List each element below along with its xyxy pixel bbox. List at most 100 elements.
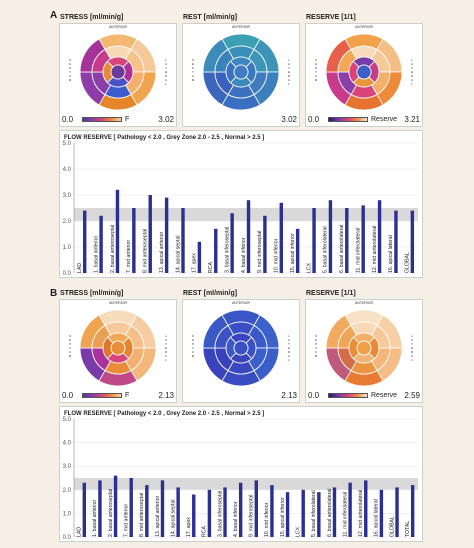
bar [98,480,102,537]
y-tick-label: 4.0 [63,441,72,447]
scale-max-value: 2.59 [404,391,420,400]
category-label: 5. basal inferolateral [323,226,329,273]
y-tick-label: 3.0 [63,193,72,199]
bar [394,210,398,273]
reserve-polar-map-b: ANTERIOR SEPTUM LATERAL 0.0 2.59 Reserve [305,299,423,403]
bar [332,487,337,537]
septum-label: SEPTUM [68,58,72,82]
rest-polar-map-b: ANTERIOR SEPTUM LATERAL 2.13 [182,299,300,403]
colorbar-label: F [125,116,130,123]
bar [82,482,86,537]
category-label: 10. mid inferior [264,502,270,537]
bar [115,189,120,273]
category-label: GLOBAL [405,252,411,273]
colorbar-label: Reserve [371,116,398,123]
bar [301,489,305,537]
chart-title-a: FLOW RESERVE [ Pathology < 2.0 , Grey Zo… [64,135,265,141]
lateral-label: LATERAL [410,334,414,362]
y-tick-label: 1.0 [63,511,72,517]
apex-segment [233,340,249,356]
category-label: 6. basal anterolateral [339,225,345,273]
scale-min-value: 0.0 [308,391,320,400]
category-label: 17. apex [186,517,192,537]
colorbar-label: Reserve [371,392,398,399]
bar [285,492,290,537]
scale-min-value: 0.0 [62,391,74,400]
bar [410,485,415,537]
flow-reserve-chart-a: FLOW RESERVE [ Pathology < 2.0 , Grey Zo… [59,130,423,278]
bar [238,482,243,537]
bullseye-plot [325,33,403,111]
scale-max-value: 2.13 [281,391,297,400]
bar [377,200,382,273]
category-label: 11. mid inferolateral [355,228,361,273]
colorbar [328,393,368,398]
septum-label: SEPTUM [191,58,195,82]
bar [317,492,321,537]
category-label: 7. mid anterior [126,240,132,273]
bar [379,489,384,537]
category-label: 12. mid anterolateral [372,226,378,273]
scale-min-value: 0.0 [308,115,320,124]
stress-title-a: STRESS [ml/min/g] [60,14,124,21]
bullseye-plot [202,33,280,111]
category-label: 9. mid inferoseptal [249,495,255,537]
apex-segment [110,64,126,80]
y-tick-label: 5.0 [63,141,72,147]
apex-segment [110,340,126,356]
category-label: LAD [77,527,83,537]
category-label: 4. basal inferior [241,237,247,273]
reserve-title-a: RESERVE [1/1] [306,14,356,21]
colorbar-label: F [125,392,130,399]
panel-letter-a: A [50,10,58,21]
bar [410,210,415,273]
septum-label: SEPTUM [191,334,195,358]
bar [254,480,258,537]
category-label: 5. basal inferolateral [311,490,317,537]
bullseye-plot [325,309,403,387]
category-label: 6. basal anterolateral [327,489,333,537]
y-tick-label: 3.0 [63,464,72,470]
bar [176,487,180,537]
rest-title-a: REST [ml/min/g] [183,14,238,21]
lateral-label: LATERAL [164,334,168,362]
lateral-label: LATERAL [164,58,168,86]
bar [129,478,133,537]
grey-zone-band [74,208,418,221]
category-label: 13. apical anterior [155,495,161,537]
colorbar [82,393,122,398]
bar [312,208,316,273]
bar [328,200,333,273]
category-label: 1. basal anterior [93,236,99,273]
category-label: LCX [296,526,302,537]
category-label: 15. apical inferior [280,497,286,537]
rest-title-b: REST [ml/min/g] [183,290,238,297]
y-tick-label: 1.0 [63,245,72,251]
category-label: 16. apical lateral [374,499,380,537]
y-tick-label: 0.0 [63,271,72,277]
category-label: 8. mid anteroseptal [143,229,149,273]
bar [263,215,267,273]
category-label: 8. mid anteroseptal [139,493,145,537]
category-label: 14. apical septal [170,500,176,538]
bar [160,480,165,537]
bar [345,208,349,273]
category-label: GLOBAL [389,516,395,537]
anterior-label: ANTERIOR [108,301,128,305]
y-tick-label: 4.0 [63,167,72,173]
category-label: 2. basal anteroseptal [108,489,114,537]
bar [214,228,218,273]
septum-label: SEPTUM [314,334,318,358]
category-label: 11. mid inferolateral [342,492,348,537]
septum-label: SEPTUM [68,334,72,358]
lateral-label: LATERAL [287,58,291,86]
y-tick-label: 2.0 [63,219,72,225]
bullseye-plot [202,309,280,387]
category-label: 17. apex [192,253,198,273]
category-label: RCA [208,262,214,273]
bar [99,215,103,273]
bar [145,485,149,537]
stress-polar-map-a: ANTERIOR SEPTUM LATERAL 0.0 3.02 F [59,23,177,127]
category-label: 1. basal anterior [92,500,98,537]
bar [361,205,365,273]
